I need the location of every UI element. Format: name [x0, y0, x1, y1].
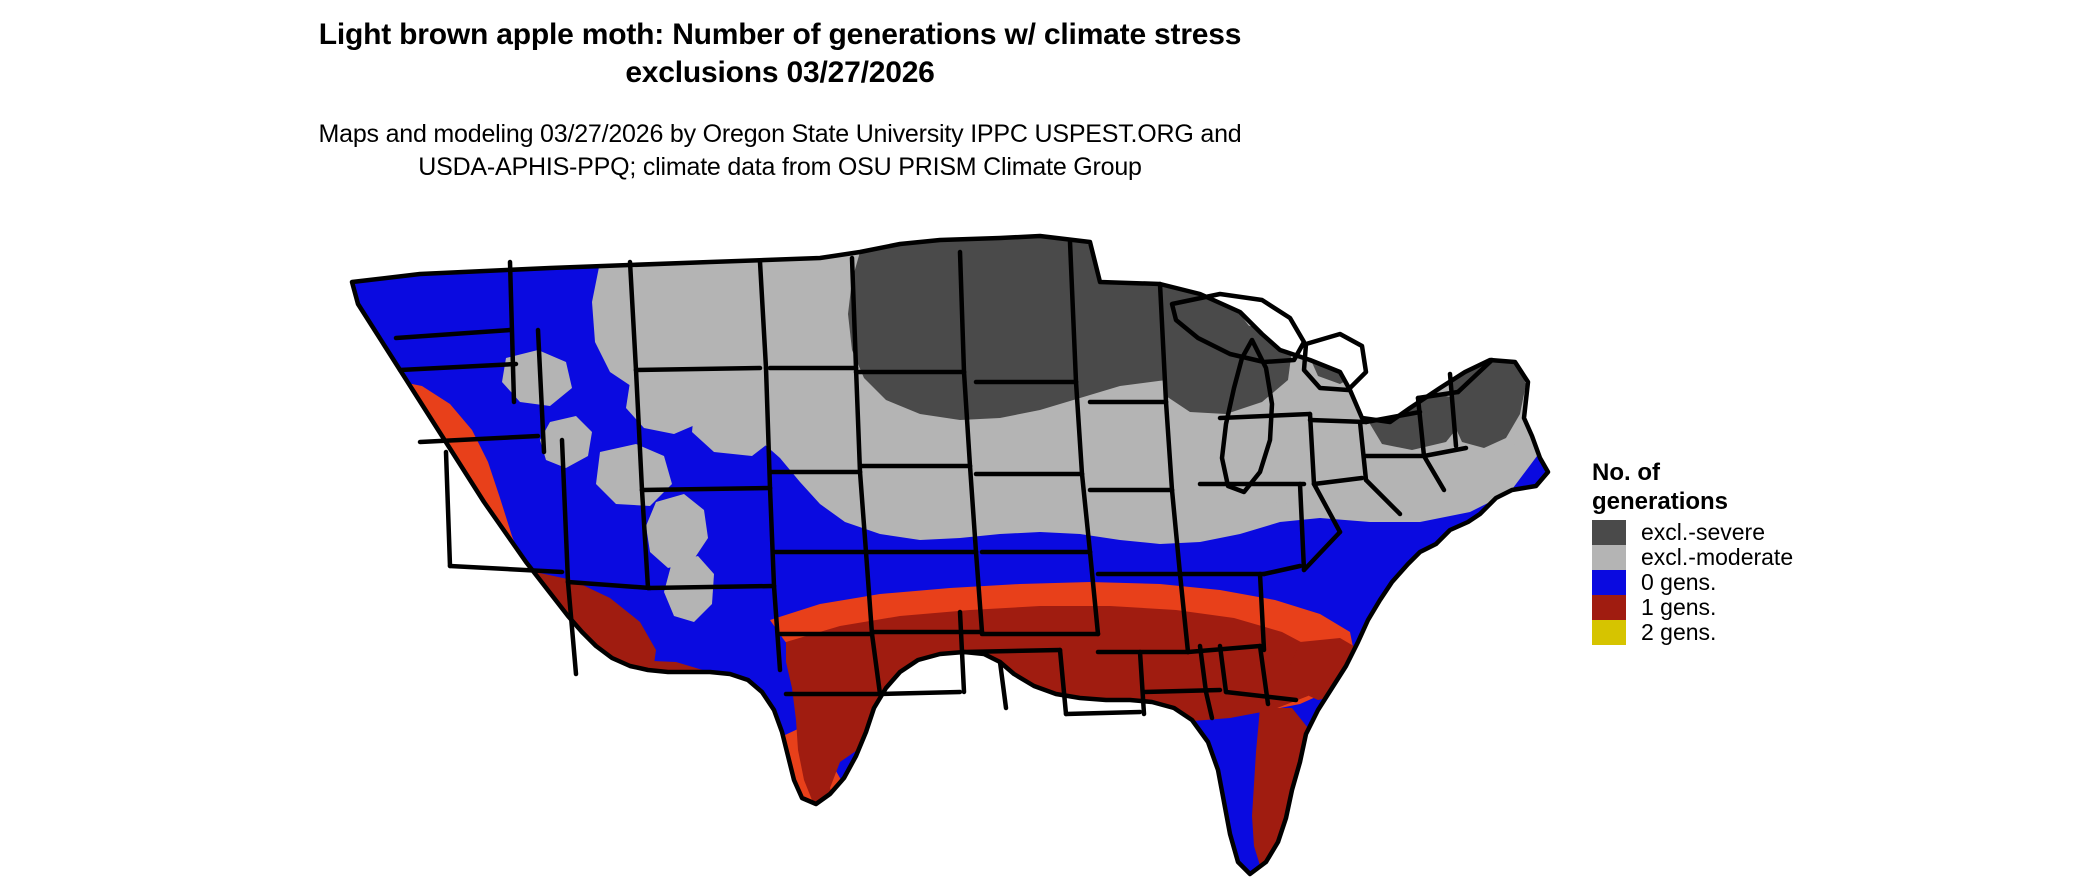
legend-entries: excl.-severe excl.-moderate 0 gens. 1 ge…: [1592, 520, 1892, 645]
subtitle-line-2: USDA-APHIS-PPQ; climate data from OSU PR…: [418, 153, 1142, 181]
legend-swatch-0-gens: [1592, 570, 1626, 595]
map-legend: No. of generations excl.-severe excl.-mo…: [1592, 458, 1892, 645]
legend-item-0-gens: 0 gens.: [1592, 570, 1892, 595]
usa-choropleth-map: [300, 222, 1580, 882]
title-line-1: Light brown apple moth: Number of genera…: [318, 18, 1242, 51]
legend-swatch-1-gens: [1592, 595, 1626, 620]
legend-item-excl-moderate: excl.-moderate: [1592, 545, 1892, 570]
legend-label-2-gens: 2 gens.: [1641, 619, 1717, 645]
legend-title-line-2: generations: [1592, 488, 1729, 515]
legend-label-excl-moderate: excl.-moderate: [1641, 544, 1794, 570]
subtitle-attribution: Maps and modeling 03/27/2026 by Oregon S…: [0, 118, 1560, 184]
title-line-2: exclusions 03/27/2026: [625, 56, 935, 89]
legend-swatch-2-gens: [1592, 620, 1626, 645]
legend-item-excl-severe: excl.-severe: [1592, 520, 1892, 545]
legend-item-2-gens: 2 gens.: [1592, 620, 1892, 645]
legend-label-0-gens: 0 gens.: [1641, 569, 1717, 595]
page-title: Light brown apple moth: Number of genera…: [0, 16, 1560, 92]
legend-label-1-gens: 1 gens.: [1641, 594, 1717, 620]
legend-swatch-excl-severe: [1592, 520, 1626, 545]
map-svg: [349, 233, 1551, 877]
legend-title: No. of generations: [1592, 458, 1742, 516]
legend-label-excl-severe: excl.-severe: [1641, 519, 1765, 545]
legend-title-line-1: No. of: [1592, 459, 1660, 486]
legend-item-1-gens: 1 gens.: [1592, 595, 1892, 620]
subtitle-line-1: Maps and modeling 03/27/2026 by Oregon S…: [318, 120, 1242, 148]
legend-swatch-excl-moderate: [1592, 545, 1626, 570]
state-boundaries: [349, 233, 1551, 877]
